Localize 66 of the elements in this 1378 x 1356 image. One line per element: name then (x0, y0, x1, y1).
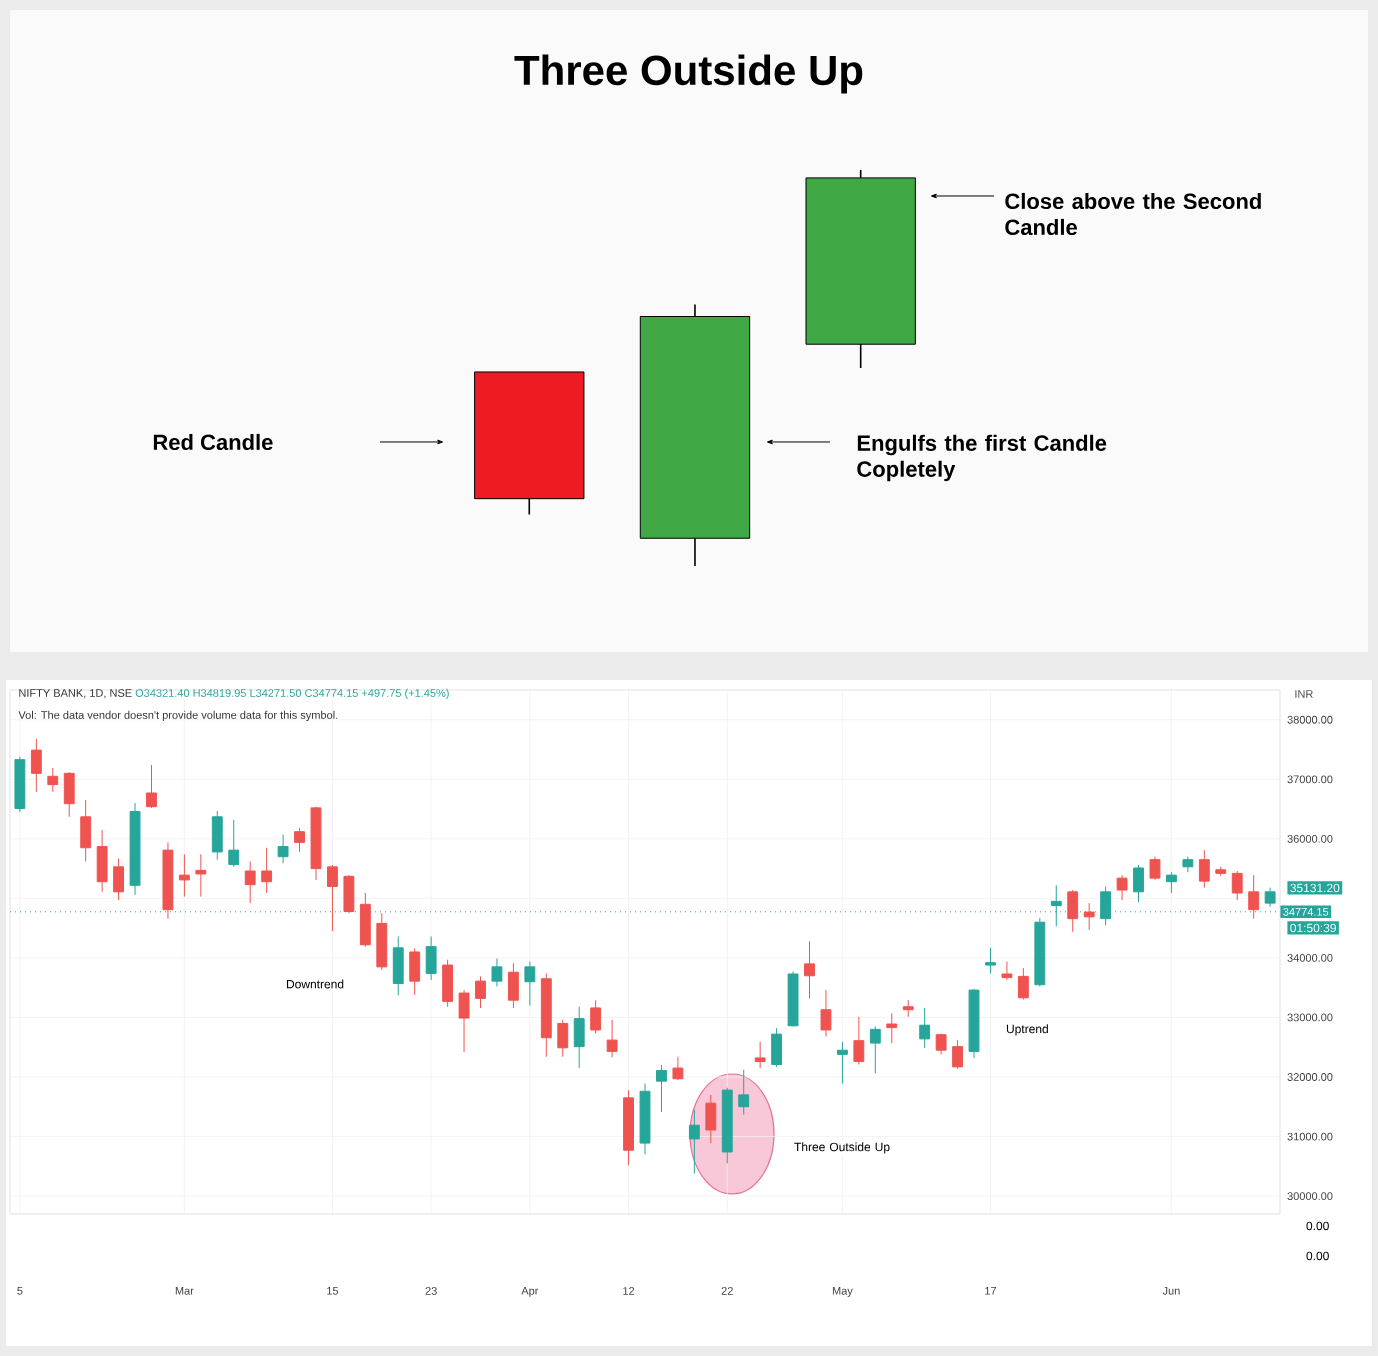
candlestick (392, 935, 404, 996)
text: Close above the Second Candle (1005, 192, 1261, 236)
candlestick (327, 864, 338, 932)
text: Red Candle (153, 433, 273, 451)
candlestick (359, 892, 371, 948)
candlestick (820, 989, 832, 1038)
candlestick (1001, 960, 1013, 981)
candlestick (1017, 967, 1029, 1001)
candlestick (557, 1019, 569, 1058)
candlestick (244, 860, 256, 904)
candlestick (1264, 887, 1276, 908)
candlestick (261, 847, 273, 894)
candlestick (656, 1064, 667, 1113)
candlestick (853, 1016, 865, 1065)
candlestick (524, 960, 536, 1007)
candlestick (886, 1012, 898, 1044)
candlestick (178, 853, 190, 898)
candlestick (1182, 856, 1194, 873)
candlestick (869, 1025, 881, 1074)
candlestick (1050, 884, 1062, 927)
candlestick (952, 1039, 963, 1070)
candlestick (606, 1019, 618, 1058)
candlestick (96, 829, 108, 893)
candlestick (294, 827, 305, 853)
candlestick (146, 764, 157, 809)
candlestick (228, 819, 240, 868)
candlestick (672, 1056, 684, 1081)
candlestick (573, 1006, 585, 1069)
candlestick (1165, 871, 1177, 894)
candlestick (590, 999, 602, 1035)
candlestick (836, 1041, 848, 1085)
candlestick (507, 962, 519, 1009)
candlestick (754, 1041, 766, 1069)
candlestick (343, 874, 355, 914)
candlestick (705, 1094, 717, 1144)
candlestick (1116, 874, 1128, 901)
candlestick (442, 959, 454, 1008)
candlestick (1067, 889, 1079, 933)
candlestick (985, 947, 996, 974)
chart-title: Three Outside Up (514, 54, 863, 94)
candlestick (1231, 870, 1243, 901)
candlestick (195, 853, 207, 898)
candlestick (47, 767, 59, 793)
candlestick (80, 799, 92, 862)
candlestick (113, 857, 125, 901)
candlestick (1248, 874, 1260, 920)
candlestick (475, 975, 486, 1009)
candlestick (376, 912, 388, 971)
candlestick (409, 947, 421, 996)
candlestick (458, 989, 470, 1053)
annotation: Engulfs the first Candle Copletely (857, 434, 1107, 482)
candlestick (1149, 856, 1161, 881)
candlestick (771, 1027, 783, 1068)
candlestick (804, 940, 815, 999)
candlestick (63, 771, 75, 818)
candlestick (688, 1109, 700, 1174)
candlestick (738, 1069, 750, 1116)
candlestick (1133, 864, 1144, 903)
candlestick (425, 935, 437, 981)
candlestick (211, 810, 223, 861)
candlestick (1083, 902, 1095, 931)
candlestick (30, 738, 42, 793)
candlestick (919, 1007, 931, 1049)
candlestick (277, 834, 289, 864)
candlestick (491, 958, 503, 987)
candlestick (1198, 849, 1210, 889)
